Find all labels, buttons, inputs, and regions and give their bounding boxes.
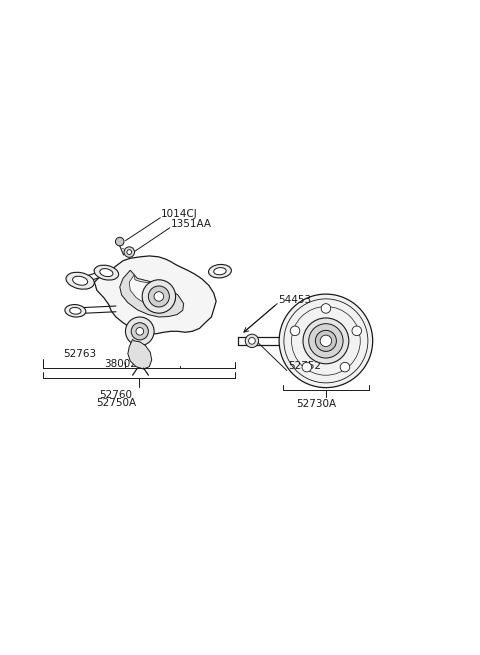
- Ellipse shape: [65, 305, 86, 317]
- Circle shape: [125, 317, 154, 346]
- Circle shape: [352, 326, 361, 335]
- Circle shape: [249, 337, 255, 345]
- Text: 38002A: 38002A: [104, 359, 144, 369]
- Circle shape: [321, 304, 331, 313]
- Circle shape: [315, 330, 336, 351]
- Circle shape: [320, 335, 332, 346]
- Text: 52763: 52763: [63, 349, 96, 359]
- Circle shape: [302, 362, 312, 372]
- Ellipse shape: [70, 307, 81, 314]
- Text: 54453: 54453: [278, 295, 312, 305]
- Ellipse shape: [94, 265, 119, 280]
- Circle shape: [142, 280, 176, 313]
- Ellipse shape: [214, 268, 226, 275]
- Polygon shape: [120, 271, 184, 317]
- Polygon shape: [95, 256, 216, 334]
- Polygon shape: [128, 339, 152, 369]
- Circle shape: [279, 294, 372, 388]
- Circle shape: [116, 237, 124, 246]
- Circle shape: [136, 328, 144, 335]
- Ellipse shape: [208, 265, 231, 278]
- Circle shape: [290, 326, 300, 335]
- Text: 52750A: 52750A: [96, 398, 136, 408]
- Circle shape: [154, 291, 164, 301]
- Text: 52752: 52752: [288, 362, 321, 371]
- Circle shape: [148, 286, 169, 307]
- Circle shape: [303, 318, 349, 364]
- Text: 1014CJ: 1014CJ: [161, 209, 198, 219]
- Circle shape: [131, 323, 148, 340]
- Text: 52730A: 52730A: [296, 399, 336, 409]
- Polygon shape: [129, 275, 176, 307]
- Ellipse shape: [100, 269, 113, 276]
- Text: 52760: 52760: [99, 390, 132, 400]
- Ellipse shape: [66, 272, 94, 290]
- Circle shape: [309, 324, 343, 358]
- Text: 1351AA: 1351AA: [171, 219, 212, 229]
- Circle shape: [245, 334, 259, 348]
- Circle shape: [124, 247, 134, 257]
- Circle shape: [127, 250, 132, 255]
- Circle shape: [340, 362, 350, 372]
- Ellipse shape: [72, 276, 88, 285]
